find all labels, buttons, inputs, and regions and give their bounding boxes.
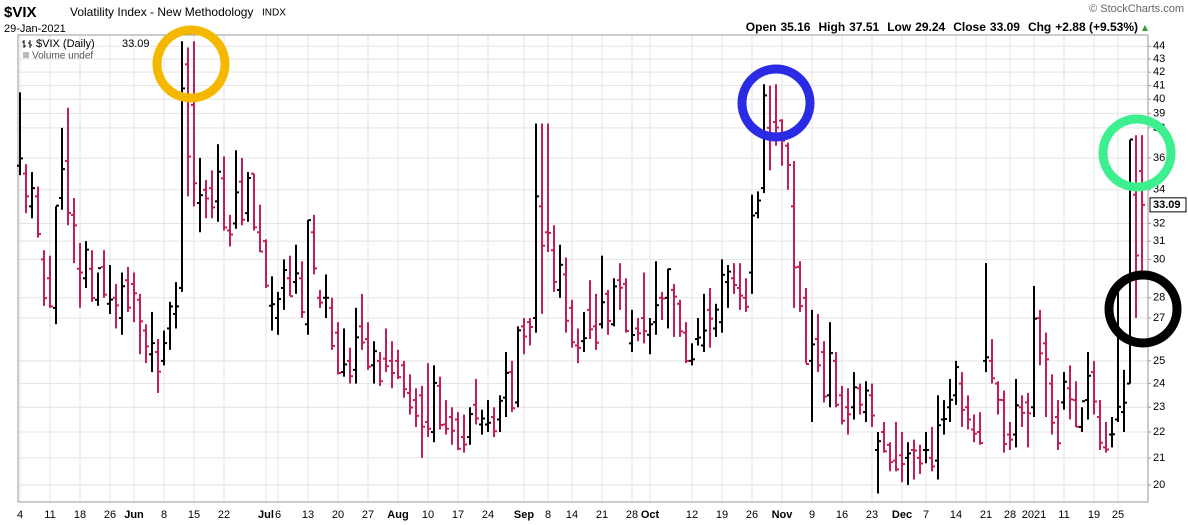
quote-label: Low <box>887 20 912 34</box>
quote-label: Chg <box>1028 20 1051 34</box>
x-tick-label: Dec <box>892 509 912 521</box>
x-tick-label: 2021 <box>1022 509 1046 521</box>
x-tick-label: 24 <box>482 509 494 521</box>
y-tick-label: 41 <box>1153 79 1165 91</box>
credit: © StockCharts.com <box>1089 3 1184 15</box>
x-tick-label: Sep <box>514 509 534 521</box>
x-tick-label: 26 <box>104 509 116 521</box>
y-tick-label: 25 <box>1153 355 1165 367</box>
y-tick-label: 20 <box>1153 479 1165 491</box>
x-tick-label: 11 <box>1058 509 1069 521</box>
x-tick-label: 6 <box>275 509 281 521</box>
x-tick-label: 26 <box>746 509 758 521</box>
y-tick-label: 23 <box>1153 401 1165 413</box>
x-tick-label: 8 <box>545 509 551 521</box>
x-tick-label: 22 <box>218 509 230 521</box>
x-tick-label: 23 <box>866 509 878 521</box>
quote-label: Open <box>746 20 777 34</box>
legend-label: $VIX (Daily) <box>36 38 95 50</box>
x-tick-label: 20 <box>332 509 344 521</box>
last-value: 33.09 <box>1153 199 1181 211</box>
quote-value: +2.88 (+9.53%) <box>1055 20 1138 34</box>
y-tick-label: 31 <box>1153 235 1165 247</box>
x-tick-label: 21 <box>980 509 992 521</box>
x-tick-label: Aug <box>387 509 408 521</box>
y-tick-label: 39 <box>1153 107 1165 119</box>
subtitle: Volatility Index - New Methodology <box>70 5 253 19</box>
x-tick-label: 21 <box>596 509 608 521</box>
x-tick-label: 16 <box>836 509 848 521</box>
quote: Open 35.16 High 37.51 Low 29.24 Close 33.09 Chg +… <box>746 20 1138 34</box>
last-value-box <box>1149 197 1187 213</box>
x-tick-label: 28 <box>626 509 638 521</box>
x-tick-label: Oct <box>641 509 660 521</box>
legend-label: Volume undef <box>32 51 93 62</box>
x-tick-label: 9 <box>809 509 815 521</box>
plot-frame <box>17 34 1149 503</box>
legend-value: 33.09 <box>122 38 150 50</box>
y-tick-label: 22 <box>1153 426 1165 438</box>
x-tick-label: 8 <box>161 509 167 521</box>
x-tick-label: 13 <box>302 509 314 521</box>
highlight-circle <box>152 25 230 103</box>
date: 29-Jan-2021 <box>4 23 66 35</box>
x-tick-label: 11 <box>44 509 55 521</box>
y-tick-label: 32 <box>1153 217 1165 229</box>
y-tick-label: 44 <box>1153 40 1165 52</box>
legend: $VIX (Daily) 33.09 Volume undef <box>22 38 150 62</box>
symbol: $VIX <box>4 4 37 21</box>
x-tick-label: 7 <box>923 509 929 521</box>
highlight-circle <box>737 64 815 142</box>
y-tick-label: 21 <box>1153 452 1165 464</box>
x-tick-label: Jun <box>124 509 144 521</box>
x-tick-label: 28 <box>1004 509 1016 521</box>
highlight-circle <box>1104 270 1182 348</box>
x-tick-label: Nov <box>772 509 794 521</box>
x-tick-label: 4 <box>17 509 23 521</box>
quote-label: High <box>818 20 845 34</box>
quote-value: 37.51 <box>849 20 879 34</box>
y-tick-label: 34 <box>1153 184 1165 196</box>
x-tick-label: 27 <box>362 509 374 521</box>
x-tick-label: 15 <box>188 509 200 521</box>
quote-value: 33.09 <box>990 20 1020 34</box>
y-tick-label: 27 <box>1153 312 1165 324</box>
x-tick-label: 12 <box>686 509 698 521</box>
x-tick-label: Jul <box>258 509 274 521</box>
x-tick-label: 10 <box>422 509 434 521</box>
highlight-circle <box>1098 114 1176 192</box>
y-tick-label: 28 <box>1153 292 1165 304</box>
up-arrow <box>1142 25 1148 31</box>
x-tick-label: 25 <box>1112 509 1124 521</box>
y-tick-label: 40 <box>1153 93 1165 105</box>
y-tick-label: 30 <box>1153 253 1165 265</box>
exchange: INDX <box>262 8 286 19</box>
price-bars <box>17 41 1145 494</box>
quote-label: Close <box>953 20 986 34</box>
x-tick-label: 18 <box>74 509 86 521</box>
y-tick-label: 42 <box>1153 66 1165 78</box>
x-tick-label: 19 <box>716 509 728 521</box>
x-tick-label: 17 <box>452 509 464 521</box>
x-tick-label: 14 <box>950 509 962 521</box>
x-tick-label: 14 <box>566 509 578 521</box>
y-tick-label: 36 <box>1153 152 1165 164</box>
legend-icon <box>22 40 32 48</box>
x-tick-label: 19 <box>1088 509 1100 521</box>
quote-value: 29.24 <box>915 20 945 34</box>
y-tick-label: 43 <box>1153 53 1165 65</box>
legend-icon <box>23 52 29 58</box>
y-tick-label: 24 <box>1153 377 1165 389</box>
quote-value: 35.16 <box>780 20 810 34</box>
